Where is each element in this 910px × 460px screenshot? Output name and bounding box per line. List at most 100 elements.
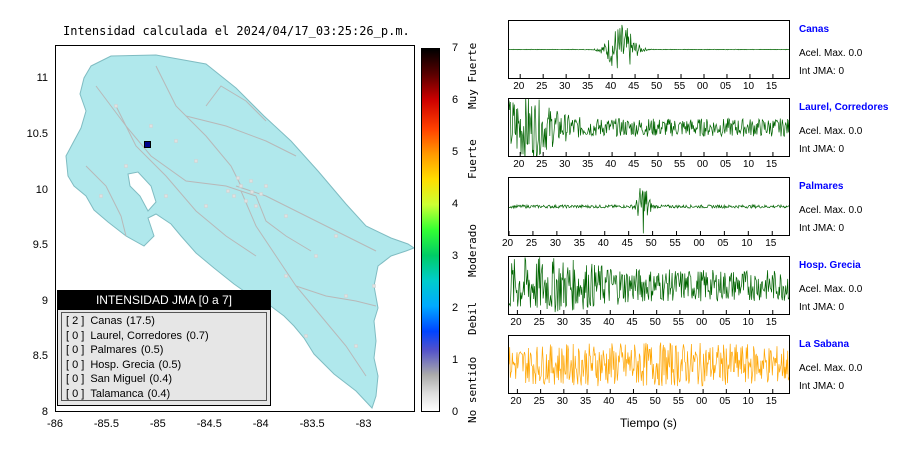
waveform-tick-label: 55	[674, 159, 686, 170]
waveform-tick-label: 45	[621, 238, 633, 249]
station-name: Canas	[799, 24, 830, 35]
waveform-tick-label: 45	[626, 396, 638, 407]
map-y-tick-label: 11	[36, 72, 48, 85]
waveform-tick-label: 30	[556, 396, 568, 407]
waveform-trace	[509, 188, 789, 234]
map-x-tick-label: -85.5	[93, 418, 119, 430]
road-network	[85, 65, 377, 377]
waveform-tick-label: 10	[742, 81, 755, 92]
colorbar-tick-label: 0	[452, 406, 459, 418]
waveform-tick-label: 15	[765, 81, 778, 92]
legend-station-name: Palmares	[90, 344, 137, 357]
waveform-tick-label: 35	[582, 159, 594, 170]
waveform-plot	[509, 99, 789, 156]
waveform-trace	[509, 342, 789, 387]
waveform-tick-label: 05	[717, 238, 729, 249]
legend-station-row: [ 0 ] San Miguel (0.4)	[66, 373, 172, 386]
waveform-tick-label: 10	[741, 238, 753, 249]
station-dots	[99, 104, 376, 348]
road	[85, 165, 127, 237]
legend-station-row: [ 0 ] Hosp. Grecia (0.5)	[66, 359, 181, 372]
legend-station-name: San Miguel	[90, 373, 146, 386]
road	[205, 85, 267, 122]
legend-level: [ 0 ]	[66, 329, 85, 342]
waveform-plot	[509, 188, 789, 235]
map-x-tick-label: -83	[355, 418, 372, 430]
time-axis-label: Tiempo (s)	[620, 416, 677, 430]
map-point	[344, 294, 348, 298]
legend-station-row: [ 0 ] Laurel, Corredores (0.7)	[66, 330, 209, 343]
map-point	[204, 204, 208, 208]
legend-station-name: Laurel, Corredores	[90, 329, 183, 342]
road	[115, 105, 257, 257]
station-accel: Acel. Max. 0.0	[799, 284, 863, 295]
waveform-tick-label: 45	[628, 81, 640, 92]
waveform-trace	[509, 257, 789, 313]
station-name: Laurel, Corredores	[799, 102, 889, 113]
colorbar-tick-label: 1	[452, 354, 459, 366]
map-y-tick-label: 8	[41, 406, 48, 418]
map-x-tick-label: -86	[47, 418, 63, 430]
road	[95, 85, 257, 197]
waveform-panel	[508, 335, 790, 394]
map-point	[250, 190, 254, 194]
legend-station-value: (0.5)	[140, 344, 164, 357]
legend-station-value: (0.4)	[147, 388, 171, 400]
station-accel: Acel. Max. 0.0	[799, 126, 863, 137]
waveform-tick-label: 35	[573, 238, 585, 249]
colorbar-category-label: Fuerte	[466, 139, 479, 179]
station-name: Palmares	[799, 181, 844, 192]
waveform-tick-label: 55	[674, 81, 686, 92]
colorbar-category-label: Moderado	[466, 224, 479, 277]
nicoya-gulf	[127, 171, 157, 212]
map-point	[249, 179, 253, 183]
station-intensity: Int JMA: 0	[799, 381, 845, 392]
legend-station-name: Canas	[90, 315, 123, 327]
colorbar-category-label: Muy Fuerte	[466, 43, 479, 110]
colorbar-category-label: No sentido	[466, 356, 479, 423]
waveform-tick-label: 05	[719, 396, 731, 407]
waveform-tick-label: 00	[696, 317, 708, 328]
map-y-tick-label: 8.5	[32, 350, 48, 363]
map-x-tick-label: -83.5	[299, 418, 325, 430]
map-point	[239, 184, 243, 188]
map-point	[124, 164, 128, 168]
map-point	[99, 194, 103, 198]
colorbar-tick-label: 5	[452, 146, 459, 158]
legend-level: [ 0 ]	[66, 358, 85, 371]
station-accel: Acel. Max. 0.0	[799, 48, 863, 59]
waveform-tick-label: 35	[580, 317, 592, 328]
map-x-tick-label: -84.5	[196, 418, 222, 430]
waveform-plot	[509, 342, 789, 393]
map-title: Intensidad calculada el 2024/04/17_03:25…	[63, 24, 410, 38]
waveform-tick-label: 40	[603, 317, 615, 328]
map-point	[114, 104, 118, 108]
waveform-tick-label: 20	[513, 81, 525, 92]
waveform-trace	[509, 24, 789, 69]
waveform-tick-label: 20	[510, 317, 522, 328]
map-point	[226, 189, 230, 193]
waveform-tick-label: 00	[696, 396, 708, 407]
waveform-tick-label: 25	[533, 317, 545, 328]
intensity-colorbar	[421, 48, 440, 412]
legend-station-name: Hosp. Grecia	[90, 358, 155, 371]
waveform-tick-label: 50	[645, 238, 657, 249]
map-y-tick-label: 9	[41, 294, 48, 307]
map-point	[194, 159, 198, 163]
waveform-tick-label: 40	[605, 81, 617, 92]
waveform-tick-label: 55	[672, 396, 685, 407]
waveform-tick-label: 50	[649, 396, 661, 407]
map-point	[284, 214, 288, 218]
map-x-tick-label: -85	[149, 418, 166, 430]
waveform-tick-label: 00	[696, 81, 709, 92]
colorbar-tick-label: 4	[452, 198, 459, 210]
map-point	[264, 184, 268, 188]
map-point	[259, 192, 263, 196]
station-intensity: Int JMA: 0	[799, 144, 845, 155]
waveform-tick-label: 25	[536, 159, 548, 170]
waveform-tick-label: 30	[559, 81, 571, 92]
waveform-tick-label: 20	[510, 396, 522, 407]
map-point	[149, 124, 153, 128]
legend-station-value: (0.4)	[149, 373, 173, 386]
legend-level: [ 2 ]	[66, 315, 85, 327]
